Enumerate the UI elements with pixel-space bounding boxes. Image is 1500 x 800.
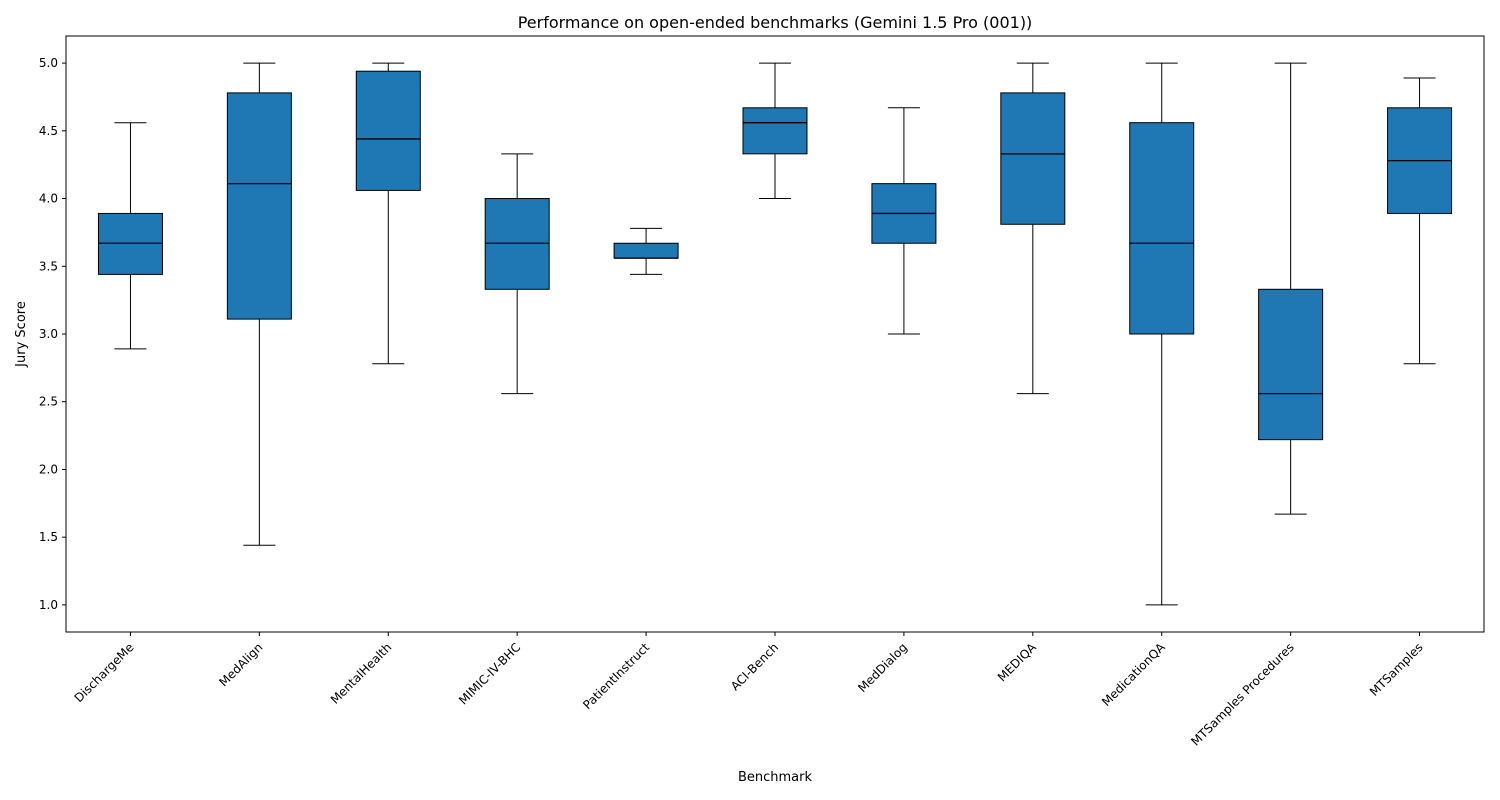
box-group [742, 62, 808, 200]
y-tick-label: 4.0 [39, 192, 58, 206]
chart-title: Performance on open-ended benchmarks (Ge… [518, 13, 1033, 32]
x-axis: DischargeMe MedAlign MentalHealth MIMIC-IV-… [72, 632, 1426, 749]
x-tick-label: ACI-Bench [728, 640, 781, 693]
box-group [355, 62, 421, 365]
y-tick-label: 2.5 [39, 395, 58, 409]
x-tick-label: MedicationQA [1099, 640, 1168, 709]
box-group [871, 107, 937, 335]
box-group [226, 62, 292, 546]
x-tick-label: DischargeMe [72, 640, 137, 705]
y-axis: 1.0 1.5 2.0 2.5 3.0 3.5 4.0 4.5 5.0 [39, 56, 66, 612]
x-tick-label: MIMIC-IV-BHC [456, 640, 523, 707]
box-iqr [1258, 288, 1324, 441]
box-iqr [97, 212, 163, 275]
box-iqr [742, 107, 808, 155]
y-tick-label: 5.0 [39, 56, 58, 70]
box-group [1000, 62, 1066, 395]
box-iqr [1129, 122, 1195, 335]
y-tick-label: 3.0 [39, 327, 58, 341]
x-tick-label: MedAlign [216, 640, 265, 689]
plot-area [97, 62, 1453, 606]
box-group [1258, 62, 1324, 515]
box-iqr [355, 70, 421, 191]
box-iqr [613, 242, 679, 259]
y-tick-label: 3.5 [39, 259, 58, 273]
x-tick-label: MTSamples [1367, 640, 1426, 699]
box-group [1129, 62, 1195, 606]
y-tick-label: 1.5 [39, 530, 58, 544]
box-iqr [226, 92, 292, 320]
box-group [613, 227, 679, 275]
x-axis-label: Benchmark [738, 770, 813, 785]
x-tick-label: MentalHealth [328, 640, 395, 707]
x-tick-label: MedDialog [855, 640, 910, 695]
box-group [484, 153, 550, 395]
box-group [97, 122, 163, 350]
box-group [1387, 77, 1453, 365]
x-tick-label: MTSamples Procedures [1188, 640, 1296, 748]
y-axis-label: Jury Score [14, 301, 29, 368]
box-iqr [484, 198, 550, 290]
x-tick-label: MEDIQA [995, 640, 1040, 685]
y-tick-label: 1.0 [39, 598, 58, 612]
box-iqr [1000, 92, 1066, 225]
y-tick-label: 2.0 [39, 462, 58, 476]
y-tick-label: 4.5 [39, 124, 58, 138]
x-tick-label: PatientInstruct [580, 640, 652, 712]
